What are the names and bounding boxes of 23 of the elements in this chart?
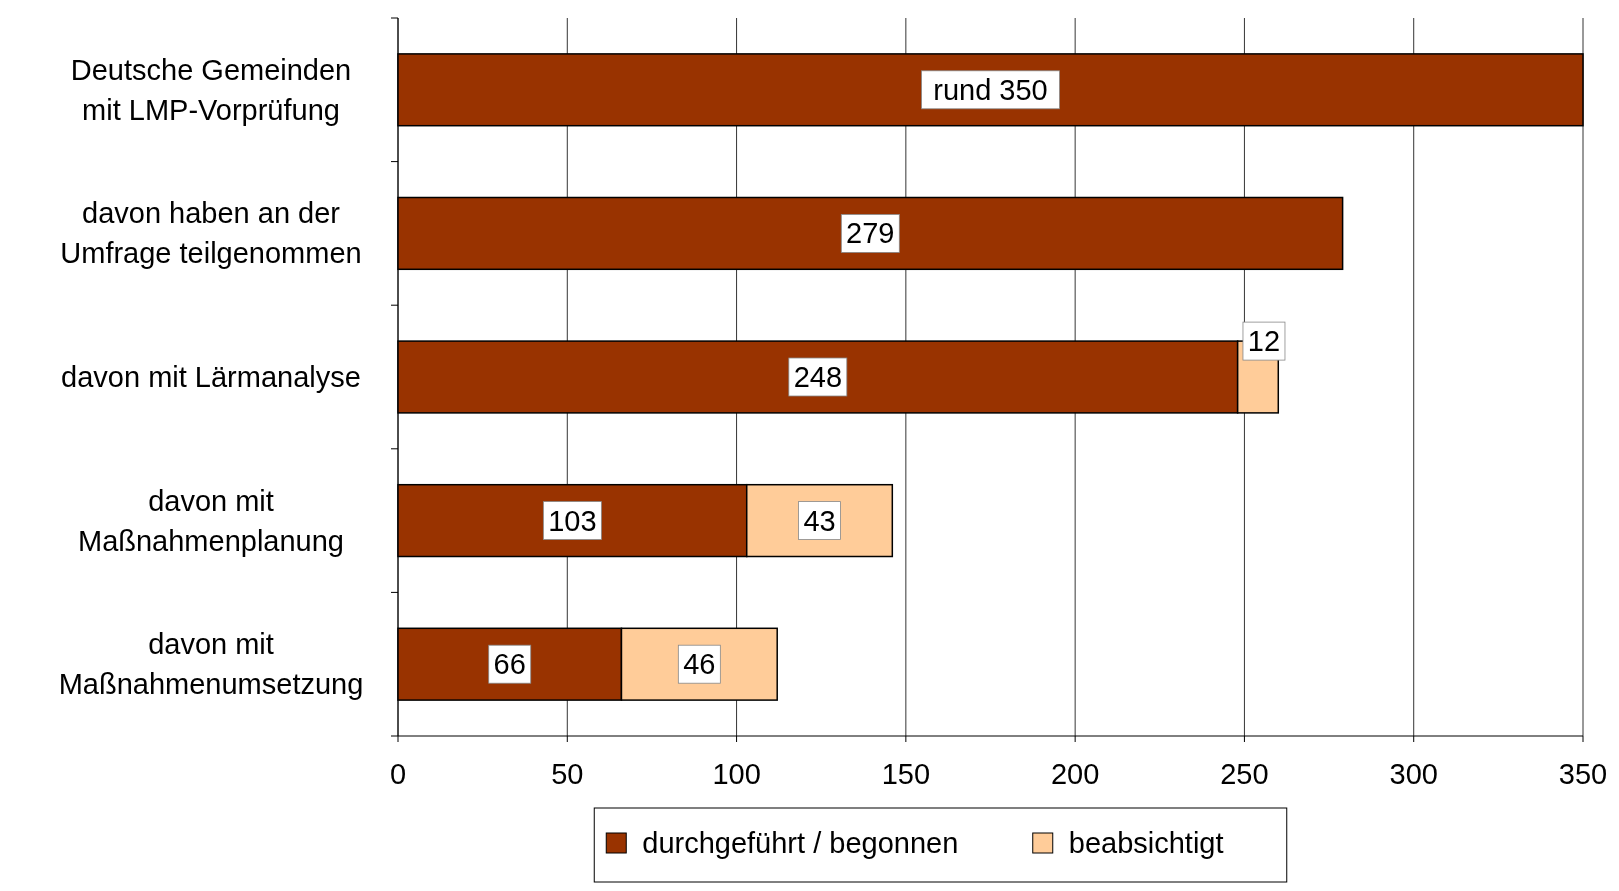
x-tick-label: 200 [1050,758,1100,790]
x-tick-label: 50 [551,758,584,790]
x-tick-label: 350 [1558,758,1608,790]
data-label: 46 [683,648,716,681]
x-tick-label: 300 [1389,758,1438,790]
x-tick-label: 150 [881,758,931,790]
data-label: 12 [1247,325,1281,358]
data-label: 43 [803,504,836,537]
y-tick-label: davon haben an der Umfrage teilgenommen [60,197,362,270]
x-tick-label: 0 [389,758,407,790]
data-label: 279 [846,217,895,250]
y-tick-label: davon mit Lärmanalyse [61,361,361,393]
y-tick-label: Deutsche Gemeinden mit LMP-Vorprüfung [70,53,352,126]
x-tick-label: 100 [712,758,761,790]
x-tick-label: 250 [1220,758,1269,790]
legend-label: beabsichtigt [1068,827,1224,859]
data-label: 248 [793,361,843,393]
data-label: 66 [493,648,526,681]
legend-label: durchgeführt / begonnen [642,827,959,859]
y-tick-label: davon mit Maßnahmenumsetzung [58,628,364,701]
data-label: 103 [548,504,597,537]
y-tick-label: davon mit Maßnahmenplanung [77,484,345,557]
data-label: rund 350 [933,73,1048,106]
